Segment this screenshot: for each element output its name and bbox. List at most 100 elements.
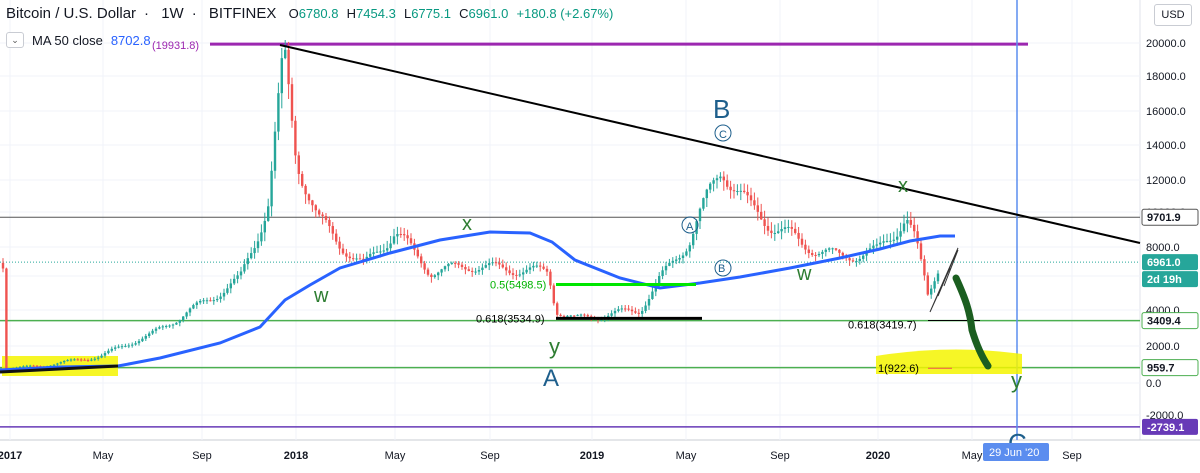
x-tick-label: May: [93, 450, 114, 462]
candle-body: [814, 254, 817, 256]
candle-body: [712, 180, 715, 184]
candle-body: [933, 281, 936, 289]
candle-body: [722, 176, 725, 181]
candle-body: [841, 252, 844, 256]
candle-body: [5, 268, 8, 370]
candle-body: [528, 267, 532, 270]
candle-body: [141, 338, 144, 342]
candle-body: [794, 228, 797, 233]
candle-body: [885, 241, 889, 243]
candle-body: [59, 362, 62, 364]
wave-x-1: x: [462, 213, 472, 235]
candle-body: [355, 258, 358, 260]
fib-label-05: 0.5(5498.5): [490, 280, 546, 292]
candle-body: [263, 220, 266, 233]
candle-body: [732, 190, 736, 192]
candle-body: [246, 258, 249, 265]
candle-body: [144, 335, 147, 339]
candle-body: [777, 231, 780, 234]
x-tick-label: May: [676, 450, 697, 462]
time-tag-bg: [983, 443, 1049, 461]
candle-body: [627, 308, 630, 310]
candle-body: [73, 359, 76, 361]
candle-body: [35, 365, 39, 367]
candle-body: [341, 248, 345, 254]
time-tag-label: 29 Jun '20: [989, 447, 1039, 459]
price-tag-label: -2739.1: [1147, 422, 1184, 434]
candle-body: [457, 263, 460, 265]
candle-body: [76, 359, 79, 361]
candle-body: [573, 315, 576, 317]
y-tick-label: 2000.0: [1146, 341, 1180, 353]
wave-label-C-circle: C: [719, 129, 727, 141]
candle-body: [675, 259, 678, 261]
candle-body: [69, 359, 73, 361]
candle-body: [56, 363, 59, 365]
candle-body: [178, 320, 181, 323]
candle-body: [212, 300, 215, 302]
candle-body: [233, 278, 236, 284]
candle-body: [345, 253, 348, 257]
candle-body: [437, 272, 440, 276]
candle-body: [664, 265, 668, 271]
candle-body: [477, 270, 481, 272]
candle-body: [695, 221, 698, 234]
currency-button[interactable]: USD: [1154, 4, 1192, 26]
candle-body: [586, 315, 589, 317]
candle-body: [610, 313, 613, 316]
candle-body: [117, 346, 120, 348]
candle-body: [403, 234, 406, 236]
fib-label-0618b: 0.618(3419.7): [848, 319, 917, 331]
wave-circle-B: [714, 259, 732, 277]
ma-name[interactable]: MA 50 close: [32, 32, 103, 48]
candle-body: [433, 275, 436, 277]
wave-y-1: y: [549, 334, 560, 359]
y-tick-label: 20000.0: [1146, 38, 1186, 50]
candle-body: [491, 262, 494, 264]
candle-body: [726, 180, 729, 187]
candle-body: [692, 233, 695, 246]
candle-body: [386, 248, 389, 251]
price-tag-label: 959.7: [1147, 363, 1175, 375]
candle-body: [267, 206, 270, 221]
candle-body: [32, 365, 35, 367]
y-tick-label: 0.0: [1146, 378, 1161, 390]
candle-body: [787, 226, 790, 228]
wave-x-2: x: [898, 175, 908, 197]
candle-body: [443, 266, 447, 270]
candle-body: [450, 262, 453, 264]
candle-body: [671, 260, 674, 263]
candle-body: [250, 253, 253, 259]
candle-body: [409, 238, 413, 244]
candle-body: [273, 131, 277, 171]
interval-label[interactable]: 1W: [161, 5, 184, 22]
x-tick-label: Sep: [770, 450, 790, 462]
candle-body: [848, 258, 851, 261]
candle-body: [515, 274, 518, 276]
candle-body: [389, 243, 392, 249]
chevron-down-icon[interactable]: ⌄: [6, 32, 24, 48]
candle-body: [311, 200, 314, 206]
candle-body: [817, 253, 821, 256]
candle-body: [171, 324, 175, 326]
candle-body: [481, 267, 484, 271]
candle-body: [236, 275, 239, 279]
candle-body: [226, 288, 229, 293]
candle-body: [790, 226, 793, 229]
candle-body: [297, 155, 300, 174]
candle-body: [702, 198, 705, 209]
candle-body: [270, 170, 273, 207]
y-tick-label: 14000.0: [1146, 140, 1186, 152]
symbol-title[interactable]: Bitcoin / U.S. Dollar: [6, 5, 137, 22]
x-tick-label: Sep: [1062, 450, 1082, 462]
candle-body: [736, 191, 739, 193]
candle-body: [930, 288, 933, 295]
wedge-pattern: [929, 247, 959, 313]
candle-body: [804, 244, 807, 250]
candle-body: [913, 224, 916, 232]
candle-body: [743, 190, 746, 192]
candle-body: [362, 258, 365, 261]
wave-label-B: B: [713, 94, 730, 124]
